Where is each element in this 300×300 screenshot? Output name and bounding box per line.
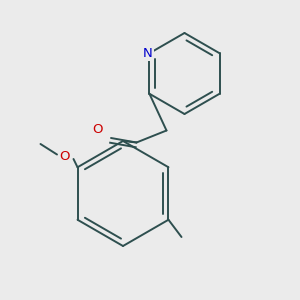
Text: O: O [92, 122, 103, 136]
Text: N: N [143, 47, 153, 60]
Text: O: O [59, 149, 70, 163]
